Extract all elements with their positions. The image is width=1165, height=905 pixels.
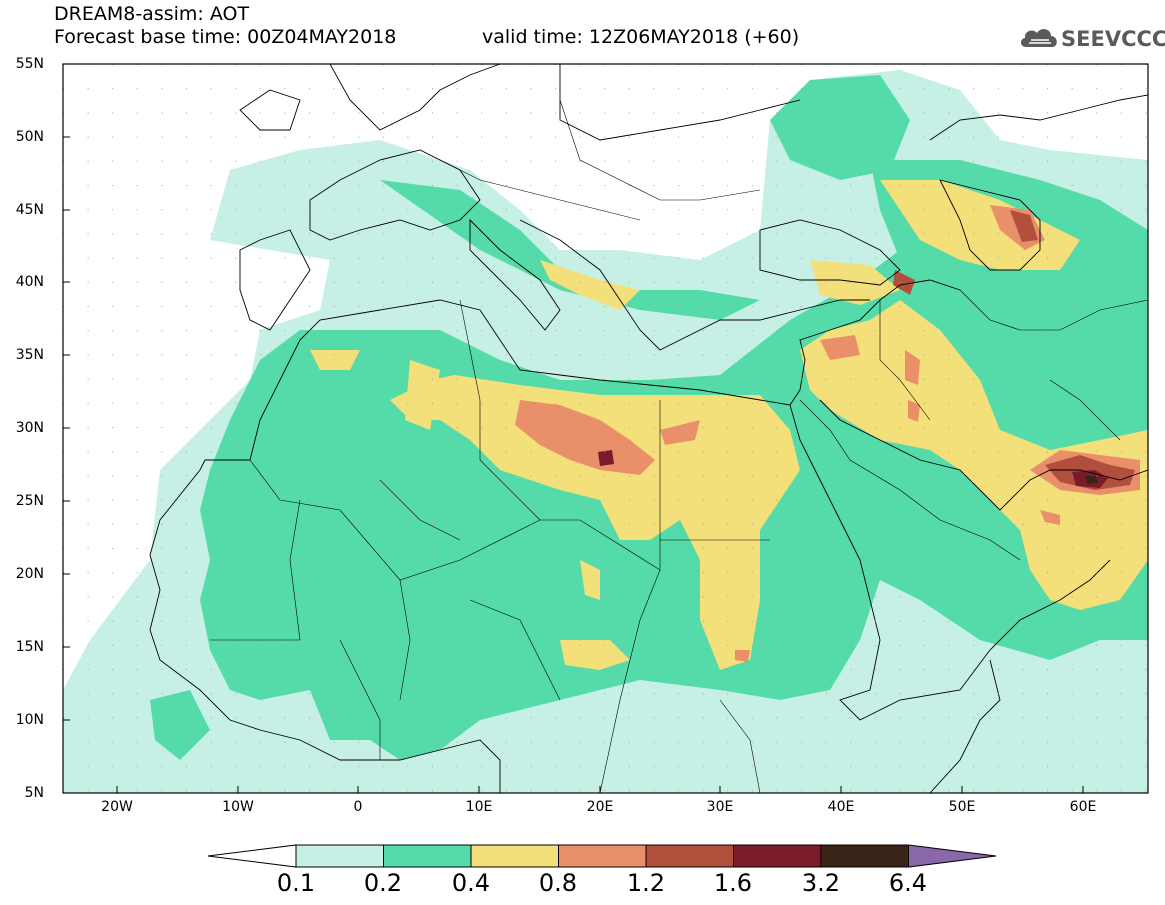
valid-time: valid time: 12Z06MAY2018 (+60) (482, 26, 800, 48)
lon-label: 50E (948, 799, 976, 815)
colorbar-swatch-1 (295, 844, 384, 868)
lon-label: 30E (706, 799, 734, 815)
colorbar-swatch-4 (558, 844, 647, 868)
lat-label: 50N (15, 129, 44, 145)
lon-label: 40E (827, 799, 855, 815)
colorbar-label: 1.2 (626, 869, 666, 897)
colorbar-lower-arrow (207, 844, 297, 868)
colorbar-label: 3.2 (801, 869, 841, 897)
colorbar (207, 844, 997, 868)
lon-label: 20E (586, 799, 614, 815)
colorbar-label: 0.8 (538, 869, 578, 897)
colorbar-swatch-3 (470, 844, 559, 868)
lat-label: 25N (15, 493, 44, 509)
colorbar-swatch-6 (733, 844, 822, 868)
lon-label: 20W (101, 799, 133, 815)
colorbar-label: 0.2 (363, 869, 403, 897)
chart-title: DREAM8-assim: AOT (54, 3, 250, 25)
lon-label: 10W (222, 799, 254, 815)
lat-label: 10N (15, 712, 44, 728)
lat-label: 40N (15, 274, 44, 290)
forecast-base-time: Forecast base time: 00Z04MAY2018 (54, 26, 397, 48)
axis-ticks (63, 63, 1084, 793)
colorbar-label: 0.4 (451, 869, 491, 897)
colorbar-label: 6.4 (888, 869, 928, 897)
seevccc-logo: SEEVCCC (1018, 23, 1165, 53)
lat-label: 5N (24, 785, 44, 801)
lat-label: 30N (15, 420, 44, 436)
lon-label: 0 (353, 799, 363, 815)
lat-label: 20N (15, 566, 44, 582)
logo-text: SEEVCCC (1061, 27, 1165, 51)
colorbar-label: 1.6 (713, 869, 753, 897)
cloud-icon (1020, 29, 1057, 47)
colorbar-swatch-2 (383, 844, 472, 868)
colorbar-label: 0.1 (276, 869, 316, 897)
colorbar-swatch-7 (820, 844, 909, 868)
lat-label: 55N (15, 56, 44, 72)
lat-label: 35N (15, 347, 44, 363)
lat-label: 45N (15, 202, 44, 218)
lon-label: 10E (465, 799, 493, 815)
lat-label: 15N (15, 639, 44, 655)
colorbar-upper-arrow (908, 844, 997, 868)
colorbar-swatch-5 (645, 844, 734, 868)
lon-label: 60E (1069, 799, 1097, 815)
grid-dots (63, 64, 1148, 793)
